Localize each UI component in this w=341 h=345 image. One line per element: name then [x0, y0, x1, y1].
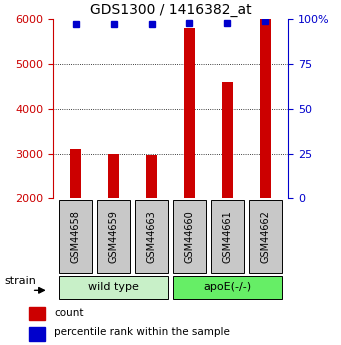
FancyBboxPatch shape: [173, 276, 282, 299]
FancyBboxPatch shape: [135, 200, 168, 273]
FancyBboxPatch shape: [173, 200, 206, 273]
Text: percentile rank within the sample: percentile rank within the sample: [54, 327, 230, 337]
Title: GDS1300 / 1416382_at: GDS1300 / 1416382_at: [90, 2, 251, 17]
Text: GSM44660: GSM44660: [184, 210, 194, 263]
Bar: [70, 149, 81, 198]
FancyBboxPatch shape: [59, 200, 92, 273]
Text: count: count: [54, 308, 84, 318]
Text: GSM44661: GSM44661: [222, 210, 233, 263]
Text: apoE(-/-): apoE(-/-): [203, 282, 252, 292]
Text: strain: strain: [4, 276, 36, 286]
FancyBboxPatch shape: [97, 200, 130, 273]
Text: GSM44662: GSM44662: [261, 210, 270, 263]
Bar: [29, 327, 45, 341]
Bar: [146, 155, 157, 198]
Bar: [184, 28, 195, 198]
Bar: [222, 82, 233, 198]
Text: GSM44663: GSM44663: [147, 210, 157, 263]
Text: wild type: wild type: [88, 282, 139, 292]
Bar: [29, 307, 45, 320]
Text: GSM44658: GSM44658: [71, 210, 80, 263]
FancyBboxPatch shape: [59, 276, 168, 299]
Text: GSM44659: GSM44659: [108, 210, 119, 263]
FancyBboxPatch shape: [211, 200, 244, 273]
Bar: [108, 154, 119, 198]
FancyBboxPatch shape: [249, 200, 282, 273]
Bar: [260, 19, 271, 198]
